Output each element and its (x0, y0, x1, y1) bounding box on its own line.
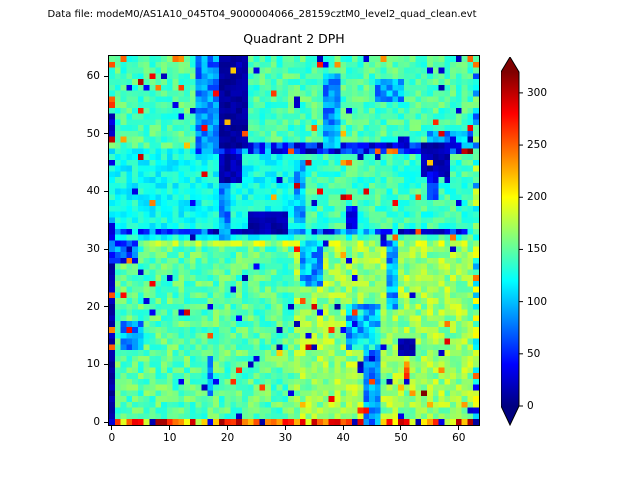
x-axis-ticklabel: 50 (394, 432, 408, 444)
y-axis-tick (104, 190, 108, 192)
colorbar-ticklabel: 0 (527, 400, 534, 412)
x-axis-tick (169, 426, 171, 430)
colorbar-ticklabel: 300 (527, 86, 548, 99)
x-axis-tick (227, 426, 229, 430)
y-axis-ticklabel: 0 (93, 416, 100, 429)
colorbar-ticklabel: 200 (527, 191, 548, 204)
y-axis-ticklabel: 60 (86, 70, 100, 83)
colorbar-ticklabel: 50 (527, 347, 541, 360)
colorbar-gradient (501, 57, 520, 426)
y-axis-tick (104, 75, 108, 77)
x-axis-tick (342, 426, 344, 430)
heatmap-plot-area (108, 55, 480, 426)
x-axis-ticklabel: 60 (452, 432, 466, 444)
datafile-header-text: Data file: modeM0/AS1A10_045T04_90000040… (47, 9, 477, 20)
colorbar-ticklabel: 150 (527, 243, 548, 256)
heatmap-image (109, 56, 479, 425)
colorbar (501, 57, 523, 426)
y-axis-ticklabel: 20 (86, 300, 100, 313)
y-axis-ticklabel: 30 (86, 243, 100, 256)
chart-title: Quadrant 2 DPH (243, 31, 345, 46)
y-axis-ticklabel: 10 (86, 358, 100, 371)
y-axis-tick (104, 363, 108, 365)
x-axis-ticklabel: 30 (278, 432, 293, 444)
x-axis-tick (458, 426, 460, 430)
x-axis-ticklabel: 20 (220, 432, 235, 444)
x-axis-ticklabel: 10 (163, 432, 177, 444)
y-axis-tick (104, 248, 108, 250)
y-axis-ticklabel: 40 (86, 185, 100, 198)
x-axis-tick (284, 426, 286, 430)
y-axis-tick (104, 306, 108, 308)
colorbar-ticklabel: 250 (527, 139, 548, 152)
y-axis-ticklabel: 50 (86, 127, 100, 140)
x-axis-ticklabel: 0 (108, 432, 116, 444)
x-axis-tick (111, 426, 113, 430)
colorbar-ticklabel: 100 (527, 295, 548, 308)
x-axis-tick (400, 426, 402, 430)
y-axis-tick (104, 133, 108, 135)
x-axis-ticklabel: 40 (336, 432, 350, 444)
y-axis-tick (104, 421, 108, 423)
